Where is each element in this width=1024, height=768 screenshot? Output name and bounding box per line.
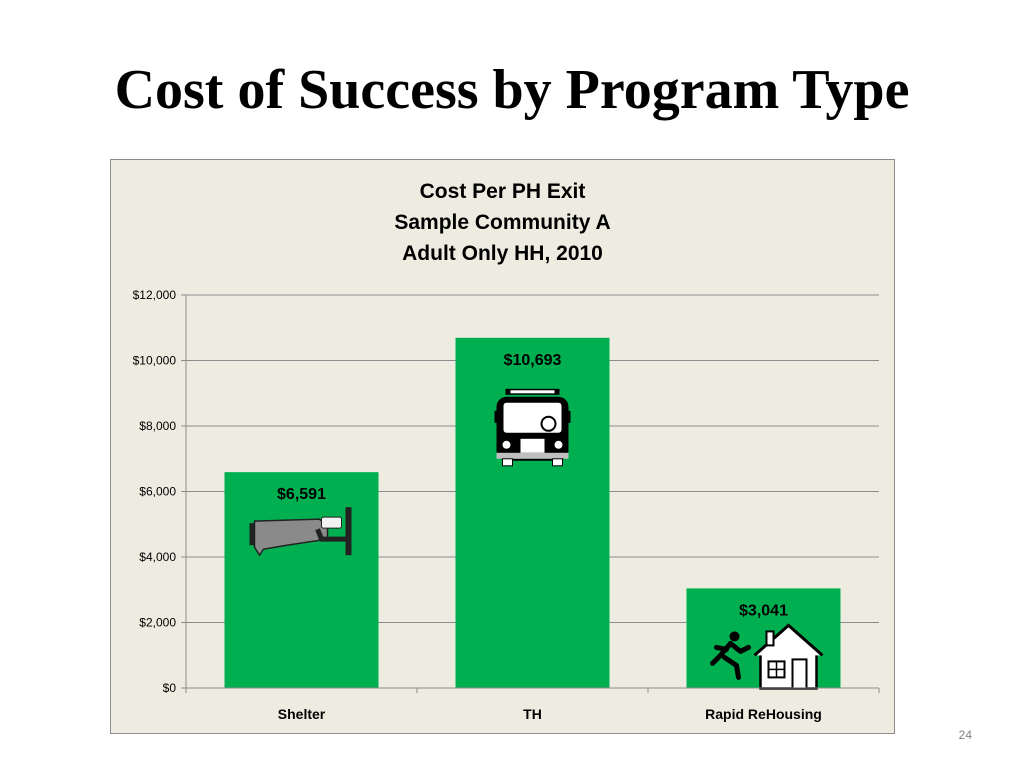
chart-title-line-1: Cost Per PH Exit [419, 180, 586, 203]
data-label: $3,041 [739, 602, 788, 619]
slide-title: Cost of Success by Program Type [114, 59, 910, 121]
category-label: TH [523, 706, 542, 722]
y-tick-label: $0 [163, 681, 177, 695]
bar [455, 337, 610, 688]
chart-area: Cost Per PH Exit Sample Community A Adul… [110, 159, 895, 734]
y-tick-label: $4,000 [139, 550, 176, 564]
category-label: Shelter [278, 706, 326, 722]
data-label: $6,591 [277, 486, 326, 503]
data-label: $10,693 [504, 352, 562, 369]
running-person-house-icon [710, 623, 824, 690]
y-tick-label: $8,000 [139, 419, 176, 433]
bus-icon [494, 388, 571, 467]
bar-chart-plot: $0 $2,000 $4,000 $6,000 $8,000 $10,000 $12,000… [133, 288, 880, 722]
chart-title-line-2: Sample Community A [394, 211, 611, 234]
y-tick-label: $6,000 [139, 485, 176, 499]
page-number: 24 [958, 728, 972, 742]
category-label: Rapid ReHousing [705, 706, 822, 722]
y-tick-label: $10,000 [133, 354, 177, 368]
chart-title-line-3: Adult Only HH, 2010 [402, 242, 603, 265]
y-tick-label: $2,000 [139, 616, 176, 630]
bed-icon [249, 507, 352, 557]
bar [224, 472, 379, 688]
chart-title: Cost Per PH Exit Sample Community A Adul… [111, 176, 894, 269]
y-tick-label: $12,000 [133, 288, 177, 302]
